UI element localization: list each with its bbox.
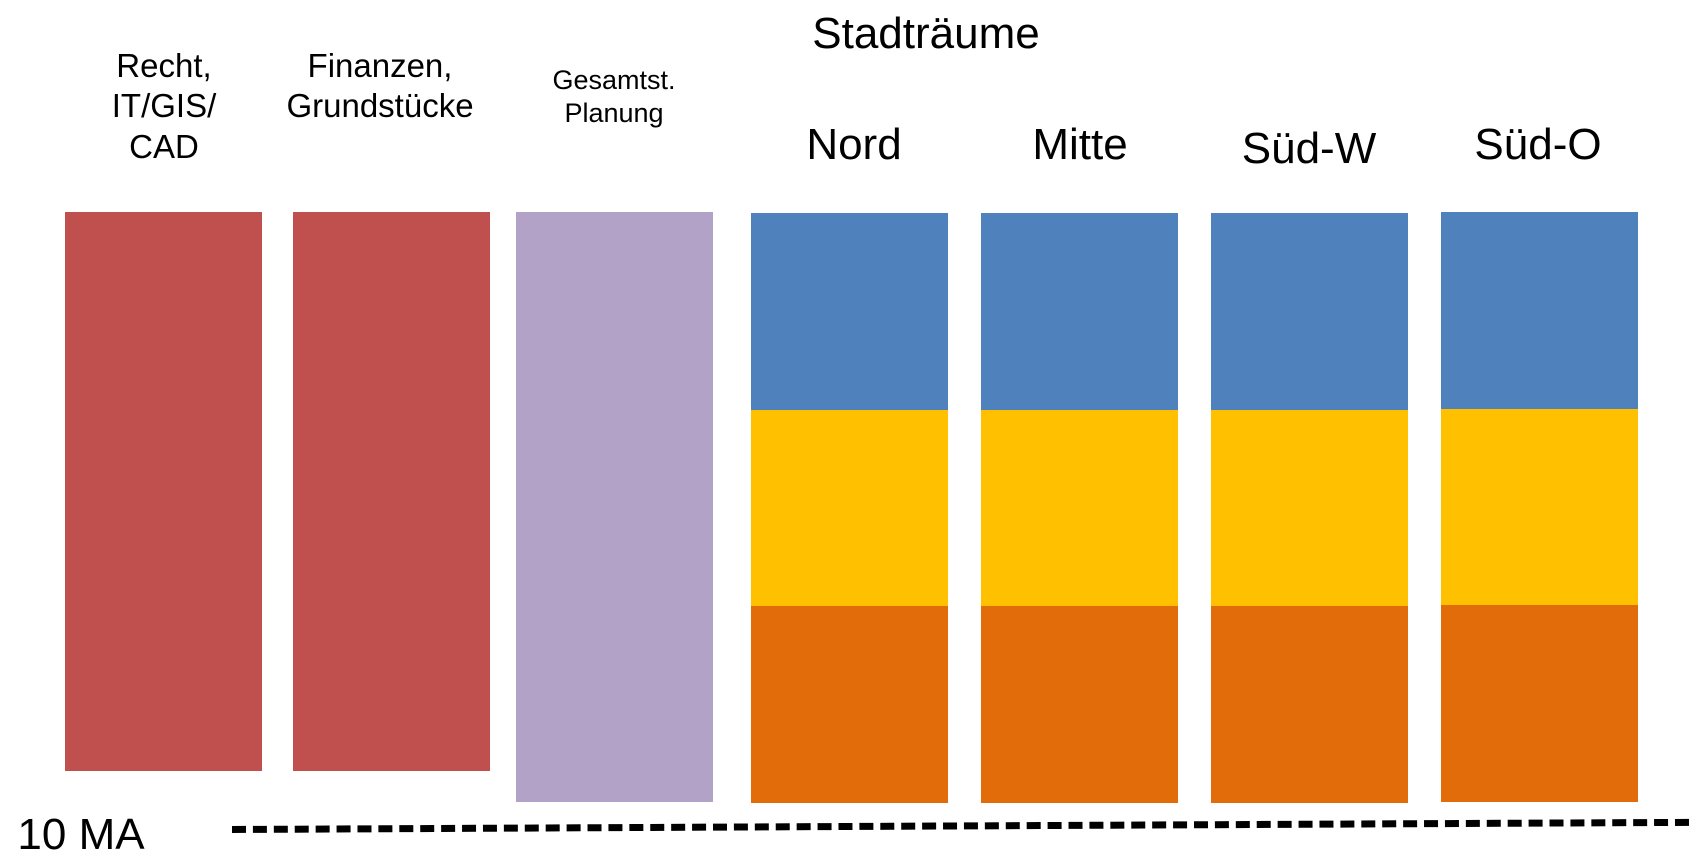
- district-label-sued-o: Süd-O: [1474, 120, 1602, 169]
- district-segment-middle: [981, 409, 1178, 607]
- unit-label-line: Recht,: [116, 47, 212, 84]
- district-label-sued-w: Süd-W: [1241, 124, 1377, 173]
- unit-block-recht: [65, 212, 262, 771]
- scale-dashed-line: [231, 818, 1689, 833]
- unit-label-finanzen: Finanzen, Grundstücke: [286, 46, 473, 127]
- district-segment-middle: [1441, 408, 1638, 606]
- district-segment-bottom: [1211, 606, 1408, 804]
- unit-label-line: IT/GIS/: [111, 87, 217, 125]
- district-stack-sued-w: [1211, 213, 1408, 804]
- district-stack-sued-o: [1441, 212, 1638, 803]
- district-label-mitte: Mitte: [1032, 120, 1128, 169]
- district-segment-bottom: [1441, 605, 1638, 803]
- district-segment-top: [1441, 212, 1638, 409]
- unit-block-finanzen: [293, 212, 490, 771]
- district-segment-middle: [751, 409, 948, 607]
- unit-label-line: CAD: [129, 127, 199, 165]
- scale-label: 10 MA: [17, 810, 145, 859]
- district-segment-top: [981, 213, 1178, 410]
- unit-label-line: Gesamtst.: [552, 65, 676, 95]
- district-stack-nord: [751, 213, 948, 804]
- unit-label-recht: Recht, IT/GIS/ CAD: [112, 46, 217, 167]
- district-segment-top: [1211, 213, 1408, 410]
- district-segment-bottom: [981, 606, 1178, 804]
- district-segment-bottom: [751, 606, 948, 804]
- unit-label-gesamtplanung: Gesamtst. Planung: [552, 64, 675, 130]
- district-stack-mitte: [981, 213, 1178, 804]
- district-segment-top: [751, 213, 948, 410]
- stadtraeume-title: Stadträume: [812, 9, 1040, 58]
- unit-block-gesamtplanung: [516, 212, 713, 802]
- district-segment-middle: [1211, 409, 1408, 607]
- district-label-nord: Nord: [806, 120, 902, 169]
- unit-label-line: Grundstücke: [286, 87, 474, 125]
- unit-label-line: Finanzen,: [307, 47, 453, 84]
- unit-label-line: Planung: [564, 97, 664, 128]
